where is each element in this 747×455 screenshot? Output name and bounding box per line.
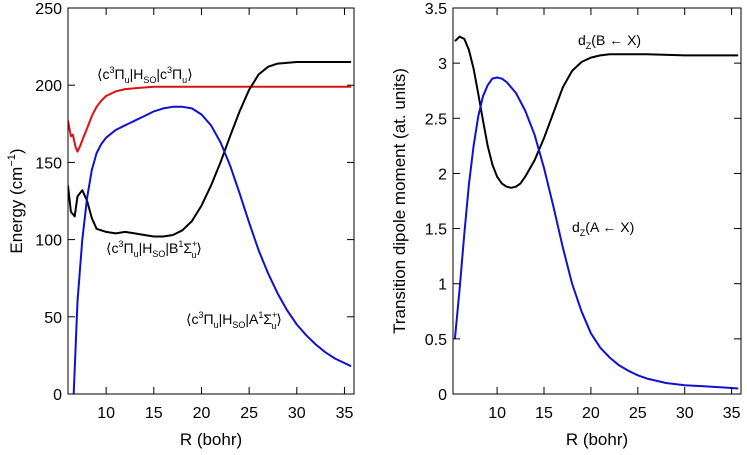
energy-y-tick-label: 150: [35, 155, 62, 172]
dipole-y-tick-label: 2.5: [425, 111, 447, 128]
dipole-x-ticks: 10 15 20 25 30 35: [488, 8, 741, 422]
dipole-y-tick-label: 1: [438, 277, 447, 294]
energy-plot-frame: [67, 7, 355, 395]
energy-y-axis-unit-sup: −1: [6, 154, 18, 167]
dipole-x-tick-label: 10: [488, 405, 506, 422]
energy-series-line-1: [68, 85, 352, 153]
dipole-y-axis-label: Transition dipole moment (at. units): [390, 68, 409, 334]
energy-y-tick-label: 0: [53, 387, 62, 404]
dipole-x-tick-label: 25: [629, 405, 647, 422]
dipole-y-tick-label: 0: [438, 387, 447, 404]
series-label-c3pi-c3pi: ⟨c3Πu|HSO|c3Πu⟩: [97, 65, 193, 85]
energy-x-axis-label: R (bohr): [180, 430, 242, 449]
dipole-y-tick-label: 2: [438, 166, 447, 183]
energy-x-tick-label: 10: [97, 405, 115, 422]
energy-y-tick-label: 50: [44, 310, 62, 327]
dipole-plot-area: [453, 35, 739, 390]
energy-x-tick-label: 20: [193, 405, 211, 422]
series-label-dz-a-x: dZ(A ← X): [572, 219, 634, 238]
dipole-x-tick-label: 35: [723, 405, 741, 422]
dipole-x-tick-label: 20: [582, 405, 600, 422]
dipole-x-tick-label: 15: [535, 405, 553, 422]
dipole-y-tick-label: 1.5: [425, 222, 447, 239]
energy-x-tick-label: 30: [288, 405, 306, 422]
energy-y-axis-unit-tail: ): [7, 148, 26, 154]
energy-y-tick-label: 200: [35, 78, 62, 95]
energy-y-tick-label: 250: [35, 1, 62, 18]
dipole-chart: 10 15 20 25 30 35 0 0.5 1 1.5 2 2.5 3 3.5 R (bohr) T…: [390, 1, 742, 449]
dipole-y-tick-label: 3: [438, 56, 447, 73]
energy-y-axis-label: Energy (cm−1): [6, 148, 26, 253]
energy-x-tick-label: 15: [145, 405, 163, 422]
series-label-c3pi-b1sigma: ⟨c3Πu|HSO|B1Σ+ u⟩: [106, 239, 202, 260]
energy-x-tick-label: 25: [240, 405, 258, 422]
energy-x-tick-label: 35: [336, 405, 354, 422]
series-label-dz-b-x: dZ(B ← X): [578, 32, 641, 51]
energy-x-ticks: 10 15 20 25 30 35: [97, 8, 353, 422]
energy-y-tick-label: 100: [35, 233, 62, 250]
dipole-x-tick-label: 30: [676, 405, 694, 422]
series-label-c3pi-a1sigma: ⟨c3Πu|HSO|A1Σ+ u⟩: [186, 310, 282, 331]
dipole-x-axis-label: R (bohr): [566, 430, 628, 449]
dipole-y-tick-label: 3.5: [425, 1, 447, 18]
energy-plot-area: [68, 61, 352, 394]
energy-y-ticks: 0 50 100 150 200 250: [35, 1, 354, 404]
dipole-series-line-1: [454, 35, 739, 189]
dipole-y-tick-label: 0.5: [425, 332, 447, 349]
energy-series-line-3: [72, 105, 352, 394]
dipole-y-ticks: 0 0.5 1 1.5 2 2.5 3 3.5: [425, 1, 741, 404]
dipole-series-line-2: [453, 76, 739, 390]
dipole-plot-frame: [452, 7, 742, 395]
energy-chart: 10 15 20 25 30 35 0 50 100 150 200 250 R (bohr) En…: [6, 1, 355, 449]
energy-series-line-2: [68, 61, 352, 238]
